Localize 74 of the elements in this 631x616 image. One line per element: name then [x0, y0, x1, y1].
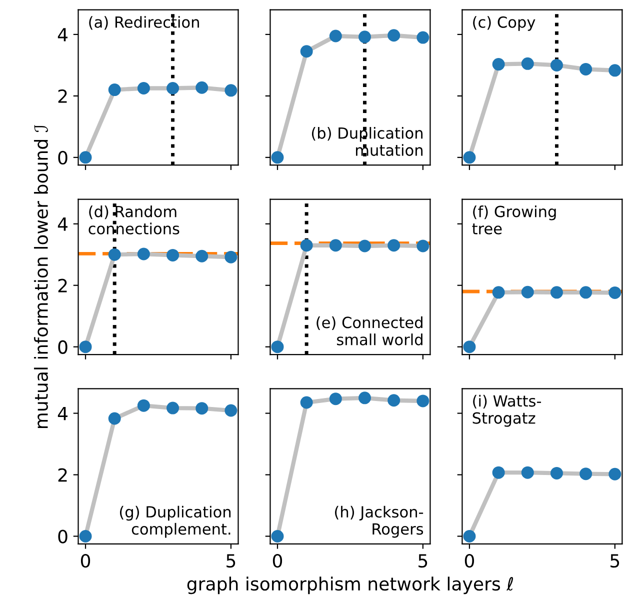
point	[137, 248, 150, 260]
point	[388, 394, 400, 407]
point	[608, 468, 622, 480]
point	[224, 250, 238, 264]
point	[108, 412, 121, 425]
x-tick-label: 0	[464, 554, 474, 568]
y-tick-label: 0	[58, 340, 68, 354]
point	[521, 466, 534, 479]
y-tick-label: 2	[58, 468, 67, 482]
x-tick-label: 5	[226, 554, 236, 568]
point	[224, 84, 238, 97]
point	[416, 394, 430, 408]
annotation: (i) Watts- Strogatz	[472, 394, 542, 427]
point	[580, 62, 592, 76]
y-tick-label: 4	[58, 218, 68, 231]
point	[271, 151, 284, 164]
annotation: (e) Connected small world	[316, 316, 422, 346]
x-tick-label: 5	[418, 554, 428, 568]
y-tick-label: 4	[58, 406, 68, 420]
point	[608, 286, 622, 299]
point	[550, 466, 563, 480]
point	[300, 45, 313, 58]
point	[358, 30, 371, 44]
point	[416, 31, 430, 44]
point	[79, 151, 92, 164]
point	[196, 250, 208, 262]
point	[166, 248, 180, 262]
x-tick-label: 0	[272, 554, 282, 568]
point	[300, 396, 313, 409]
point	[166, 82, 180, 94]
point	[108, 248, 121, 261]
annotation: (h) Jackson- Rogers	[335, 506, 424, 538]
point	[463, 340, 476, 354]
point	[224, 404, 238, 417]
point	[166, 402, 180, 414]
y-tick-label: 4	[58, 28, 68, 42]
point	[79, 340, 92, 354]
annotation: (a) Redirection	[89, 16, 199, 30]
point	[388, 29, 400, 42]
y-tick-label: 2	[58, 278, 67, 292]
y-tick-label: 0	[58, 150, 68, 165]
point	[550, 58, 563, 72]
point	[358, 392, 371, 404]
point	[196, 402, 208, 415]
point	[108, 84, 121, 96]
annotation: (d) Random connections	[88, 205, 180, 234]
point	[271, 530, 284, 542]
annotation: (f) Growing tree	[472, 205, 556, 234]
point	[492, 58, 505, 71]
annotation: (b) Duplication mutation	[312, 127, 422, 156]
point	[550, 286, 563, 299]
y-tick-label: 2	[58, 89, 67, 103]
point	[580, 468, 592, 480]
x-tick-label: 0	[80, 554, 90, 568]
point	[521, 286, 534, 298]
point	[608, 64, 622, 77]
point	[463, 530, 476, 542]
point	[521, 57, 534, 70]
point	[329, 392, 342, 406]
point	[137, 82, 150, 94]
y-axis-title: mutual information lower bound ℐ	[34, 124, 48, 428]
y-tick-label: 0	[58, 530, 68, 544]
x-tick-label: 5	[610, 554, 620, 568]
point	[492, 466, 505, 479]
point	[137, 399, 150, 412]
x-axis-title: graph isomorphism network layers ℓ	[187, 576, 513, 594]
point	[463, 151, 476, 164]
annotation: (c) Copy	[473, 16, 536, 31]
point	[580, 286, 592, 299]
point	[196, 81, 208, 94]
point	[329, 30, 342, 42]
annotation: (g) Duplication complement.	[120, 506, 231, 538]
point	[492, 286, 505, 299]
point	[79, 530, 92, 542]
